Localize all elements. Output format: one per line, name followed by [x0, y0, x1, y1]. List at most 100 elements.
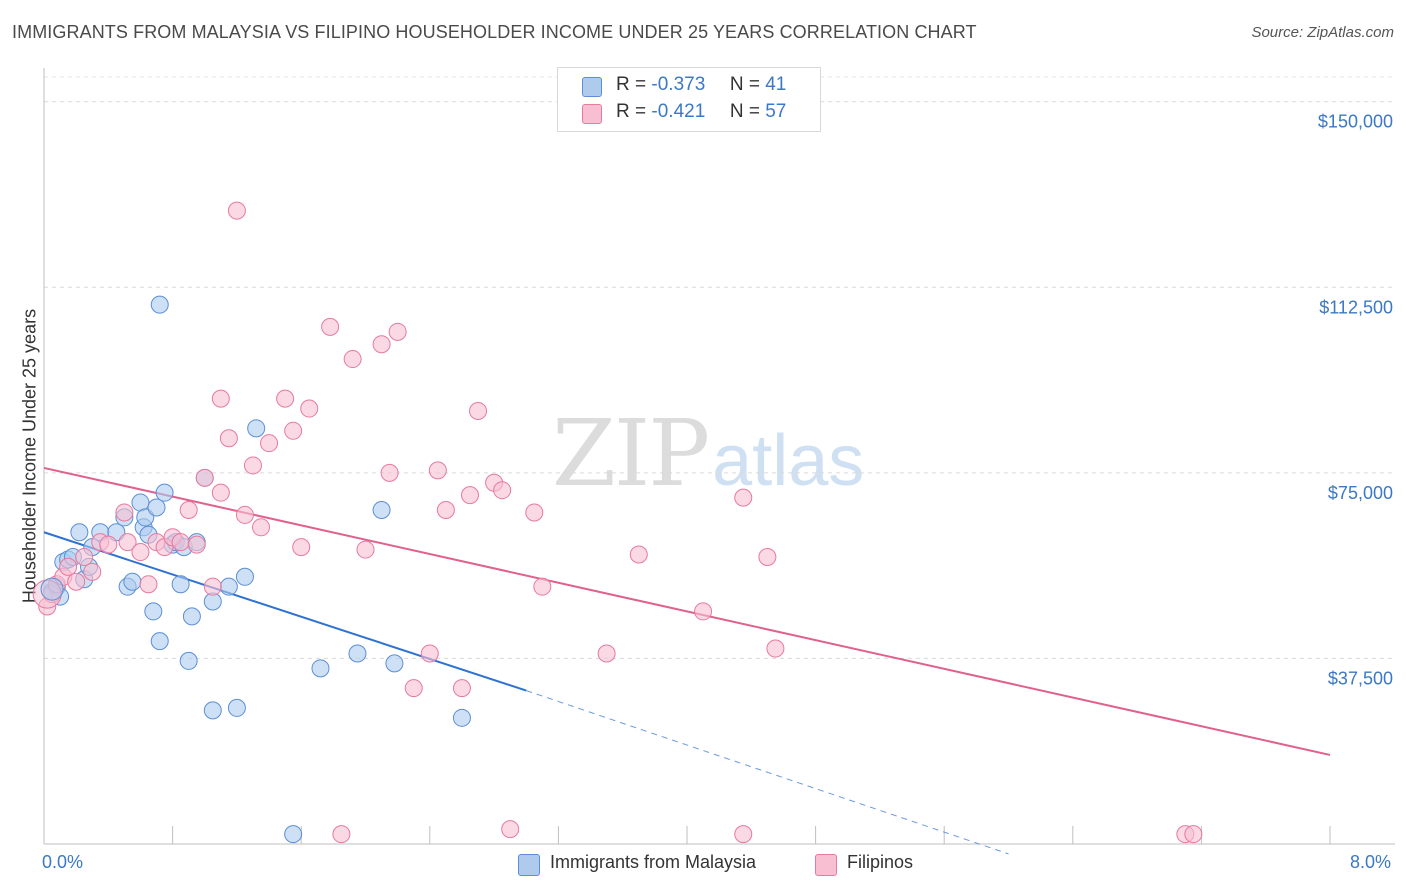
legend-swatch-filipinos [815, 854, 837, 876]
filipino-point [380, 463, 399, 482]
filipino-point [211, 389, 230, 408]
y-tick-label: $112,500 [1319, 297, 1393, 317]
filipino-point [75, 547, 94, 566]
filipino-point [99, 535, 118, 554]
filipino-point [195, 468, 214, 487]
filipino-point [115, 503, 134, 522]
correlation-legend: R = -0.373 N = 41 R = -0.421 N = 57 [557, 67, 821, 132]
filipino-point [356, 540, 375, 559]
legend-label-malaysia: Immigrants from Malaysia [550, 852, 757, 872]
filipino-point [203, 577, 222, 596]
malaysia-point [311, 659, 330, 678]
filipino-point [525, 503, 544, 522]
filipino-point [284, 421, 303, 440]
legend-swatch-malaysia [582, 77, 602, 97]
filipino-point [629, 545, 648, 564]
filipino-point [219, 429, 238, 448]
malaysia-point [203, 701, 222, 720]
filipino-point [420, 644, 439, 663]
filipino-point [388, 322, 407, 341]
malaysia-point [70, 523, 89, 542]
filipino-point [243, 456, 262, 475]
filipino-point [260, 434, 279, 453]
filipino-point [139, 575, 158, 594]
legend-label-filipinos: Filipinos [847, 852, 914, 872]
filipino-point [235, 505, 254, 524]
filipino-point [1184, 825, 1203, 844]
malaysia-point [247, 419, 266, 438]
malaysia-trend-line [43, 531, 527, 692]
malaysia-point [182, 607, 201, 626]
malaysia-point [144, 602, 163, 621]
filipino-point [211, 483, 230, 502]
malaysia-point [219, 577, 238, 596]
filipino-point [59, 557, 78, 576]
malaysia-point [284, 825, 303, 844]
malaysia-point [235, 567, 254, 586]
filipino-point [131, 543, 150, 562]
malaysia-point [150, 632, 169, 651]
malaysia-point [155, 483, 174, 502]
filipino-point [300, 399, 319, 418]
filipino-point [404, 679, 423, 698]
malaysia-point [150, 295, 169, 314]
filipino-point [734, 488, 753, 507]
filipino-point [321, 317, 340, 336]
x-tick-label-max: 8.0% [1350, 852, 1392, 872]
malaysia-point [123, 572, 142, 591]
filipino-point [452, 679, 471, 698]
malaysia-point [147, 498, 166, 517]
filipino-point [469, 402, 488, 421]
legend-r-value-malaysia: -0.373 [651, 74, 706, 95]
filipino-point [67, 572, 86, 591]
legend-n-value-malaysia: 41 [765, 74, 787, 95]
scatter-points [32, 201, 1203, 844]
legend-r-label: R = [616, 74, 647, 95]
filipino-point [83, 562, 102, 581]
filipino-point [332, 825, 351, 844]
chart-title: IMMIGRANTS FROM MALAYSIA VS FILIPINO HOU… [12, 22, 977, 42]
filipino-point [533, 577, 552, 596]
filipino-point [187, 535, 206, 554]
filipino-point [460, 486, 479, 505]
filipino-point [734, 825, 753, 844]
malaysia-point [40, 577, 64, 601]
malaysia-trend-extension [526, 690, 1009, 855]
filipino-point [372, 335, 391, 354]
series-legend: Immigrants from Malaysia Filipinos [0, 852, 1406, 878]
filipino-point [343, 350, 362, 369]
filipino-point [766, 639, 785, 658]
zipatlas-watermark: ZIPatlas [552, 400, 865, 507]
filipino-point [501, 820, 520, 839]
filipino-point [436, 500, 455, 519]
legend-swatch-malaysia [518, 854, 540, 876]
filipino-point [758, 547, 777, 566]
axes [43, 68, 1395, 845]
filipino-point [227, 201, 246, 220]
legend-r-label: R = [616, 101, 647, 122]
malaysia-point [385, 654, 404, 673]
filipino-point [252, 518, 271, 537]
malaysia-point [179, 651, 198, 670]
legend-r-value-filipinos: -0.421 [651, 101, 706, 122]
filipino-point [276, 389, 295, 408]
malaysia-point [348, 644, 367, 663]
filipino-point [179, 500, 198, 519]
malaysia-point [452, 708, 471, 727]
malaysia-point [171, 575, 190, 594]
y-tick-label: $75,000 [1328, 483, 1393, 503]
filipino-point [118, 533, 137, 552]
x-tick-label-min: 0.0% [42, 852, 84, 872]
legend-n-label: N = [729, 74, 760, 95]
filipino-point [428, 461, 447, 480]
legend-swatch-filipinos [582, 104, 602, 124]
legend-n-label: N = [729, 101, 760, 122]
y-tick-label: $37,500 [1328, 668, 1393, 688]
filipino-point [694, 602, 713, 621]
trend-lines [43, 466, 1331, 855]
y-tick-label: $150,000 [1318, 112, 1393, 132]
filipino-point [493, 481, 512, 500]
filipino-point [292, 538, 311, 557]
filipino-trend-line [43, 466, 1331, 756]
